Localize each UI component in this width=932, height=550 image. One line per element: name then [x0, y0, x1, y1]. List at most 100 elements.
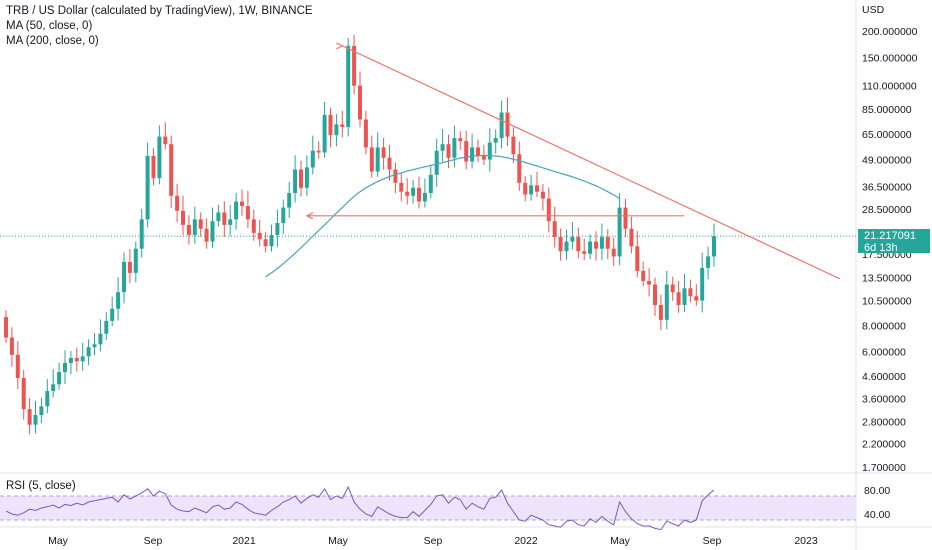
- symbol-title[interactable]: TRB / US Dollar (calculated by TradingVi…: [6, 5, 313, 17]
- candle-body[interactable]: [641, 270, 646, 281]
- candle-body[interactable]: [198, 219, 203, 229]
- candle-body[interactable]: [599, 237, 604, 249]
- candle-body[interactable]: [535, 185, 539, 192]
- candle-body[interactable]: [458, 138, 463, 142]
- candle-body[interactable]: [629, 228, 634, 247]
- candle-body[interactable]: [192, 219, 197, 235]
- candle-body[interactable]: [464, 141, 469, 162]
- candle-body[interactable]: [434, 150, 439, 175]
- candle-body[interactable]: [611, 248, 616, 257]
- candle-body[interactable]: [334, 124, 339, 136]
- candle-body[interactable]: [245, 206, 250, 220]
- candle-body[interactable]: [712, 236, 716, 257]
- candle-body[interactable]: [540, 191, 545, 199]
- candle-body[interactable]: [181, 210, 185, 225]
- candle-body[interactable]: [9, 337, 14, 355]
- candle-body[interactable]: [304, 167, 309, 188]
- candle-body[interactable]: [133, 248, 138, 273]
- candle-body[interactable]: [582, 251, 587, 254]
- candle-body[interactable]: [700, 267, 705, 301]
- ma50-legend[interactable]: MA (50, close, 0): [6, 20, 93, 32]
- candle-body[interactable]: [653, 284, 657, 305]
- candle-body[interactable]: [157, 136, 162, 179]
- candle-body[interactable]: [381, 147, 386, 158]
- candle-body[interactable]: [387, 157, 392, 170]
- candle-body[interactable]: [417, 187, 421, 202]
- candle-body[interactable]: [240, 201, 244, 207]
- candle-body[interactable]: [664, 284, 669, 320]
- candle-body[interactable]: [505, 112, 510, 137]
- candle-body[interactable]: [529, 185, 534, 195]
- candle-body[interactable]: [251, 219, 256, 233]
- candle-body[interactable]: [564, 241, 569, 252]
- candle-body[interactable]: [346, 45, 351, 128]
- candle-body[interactable]: [688, 288, 693, 297]
- candle-body[interactable]: [287, 193, 292, 208]
- candle-body[interactable]: [15, 354, 20, 378]
- candle-body[interactable]: [110, 308, 115, 321]
- candle-body[interactable]: [21, 377, 26, 410]
- candle-body[interactable]: [222, 212, 227, 225]
- candle-body[interactable]: [446, 144, 451, 158]
- candle-body[interactable]: [399, 182, 404, 192]
- candle-body[interactable]: [588, 241, 593, 254]
- candle-body[interactable]: [310, 150, 315, 168]
- candle-body[interactable]: [393, 169, 398, 183]
- candle-body[interactable]: [86, 347, 91, 357]
- candle-body[interactable]: [617, 207, 622, 257]
- candle-body[interactable]: [499, 112, 504, 139]
- candle-body[interactable]: [45, 391, 50, 407]
- candle-body[interactable]: [328, 114, 333, 136]
- candle-body[interactable]: [487, 142, 492, 160]
- candle-body[interactable]: [74, 357, 79, 362]
- candle-body[interactable]: [151, 155, 156, 179]
- descending-trendline[interactable]: [342, 45, 841, 280]
- candle-body[interactable]: [623, 207, 628, 229]
- candle-body[interactable]: [39, 406, 44, 416]
- candle-body[interactable]: [204, 228, 209, 242]
- candle-body[interactable]: [340, 124, 345, 128]
- candle-body[interactable]: [411, 187, 416, 196]
- rsi-legend[interactable]: RSI (5, close): [6, 480, 76, 492]
- candle-body[interactable]: [92, 344, 97, 348]
- candle-body[interactable]: [63, 363, 67, 373]
- candle-body[interactable]: [647, 280, 652, 285]
- candle-body[interactable]: [269, 234, 274, 247]
- candle-body[interactable]: [670, 284, 675, 293]
- candle-body[interactable]: [169, 144, 174, 196]
- candle-body[interactable]: [493, 138, 498, 143]
- candle-body[interactable]: [546, 198, 551, 222]
- candle-body[interactable]: [139, 219, 144, 249]
- candle-body[interactable]: [293, 169, 298, 194]
- candle-body[interactable]: [57, 372, 62, 385]
- candle-body[interactable]: [127, 261, 132, 273]
- candle-body[interactable]: [470, 147, 475, 162]
- candle-body[interactable]: [428, 174, 433, 194]
- candle-body[interactable]: [594, 241, 598, 249]
- candle-body[interactable]: [68, 357, 73, 364]
- candle-body[interactable]: [405, 191, 410, 196]
- candle-body[interactable]: [570, 237, 575, 242]
- candle-body[interactable]: [694, 296, 699, 301]
- candle-body[interactable]: [275, 223, 280, 235]
- candle-body[interactable]: [706, 256, 711, 268]
- candle-body[interactable]: [27, 409, 32, 425]
- candle-body[interactable]: [558, 237, 563, 252]
- ma200-legend[interactable]: MA (200, close, 0): [6, 35, 99, 47]
- candle-body[interactable]: [263, 239, 268, 247]
- candle-body[interactable]: [635, 246, 640, 271]
- candle-body[interactable]: [682, 288, 687, 305]
- rsi-line[interactable]: [5, 485, 715, 531]
- candle-body[interactable]: [116, 292, 121, 309]
- candle-body[interactable]: [517, 154, 522, 183]
- candle-body[interactable]: [481, 155, 486, 160]
- candle-body[interactable]: [216, 212, 221, 222]
- candle-body[interactable]: [352, 45, 357, 86]
- candle-body[interactable]: [422, 193, 427, 202]
- candle-body[interactable]: [175, 195, 180, 211]
- candle-body[interactable]: [257, 232, 262, 240]
- candle-body[interactable]: [234, 201, 239, 220]
- candle-body[interactable]: [322, 114, 327, 153]
- candle-body[interactable]: [676, 292, 681, 305]
